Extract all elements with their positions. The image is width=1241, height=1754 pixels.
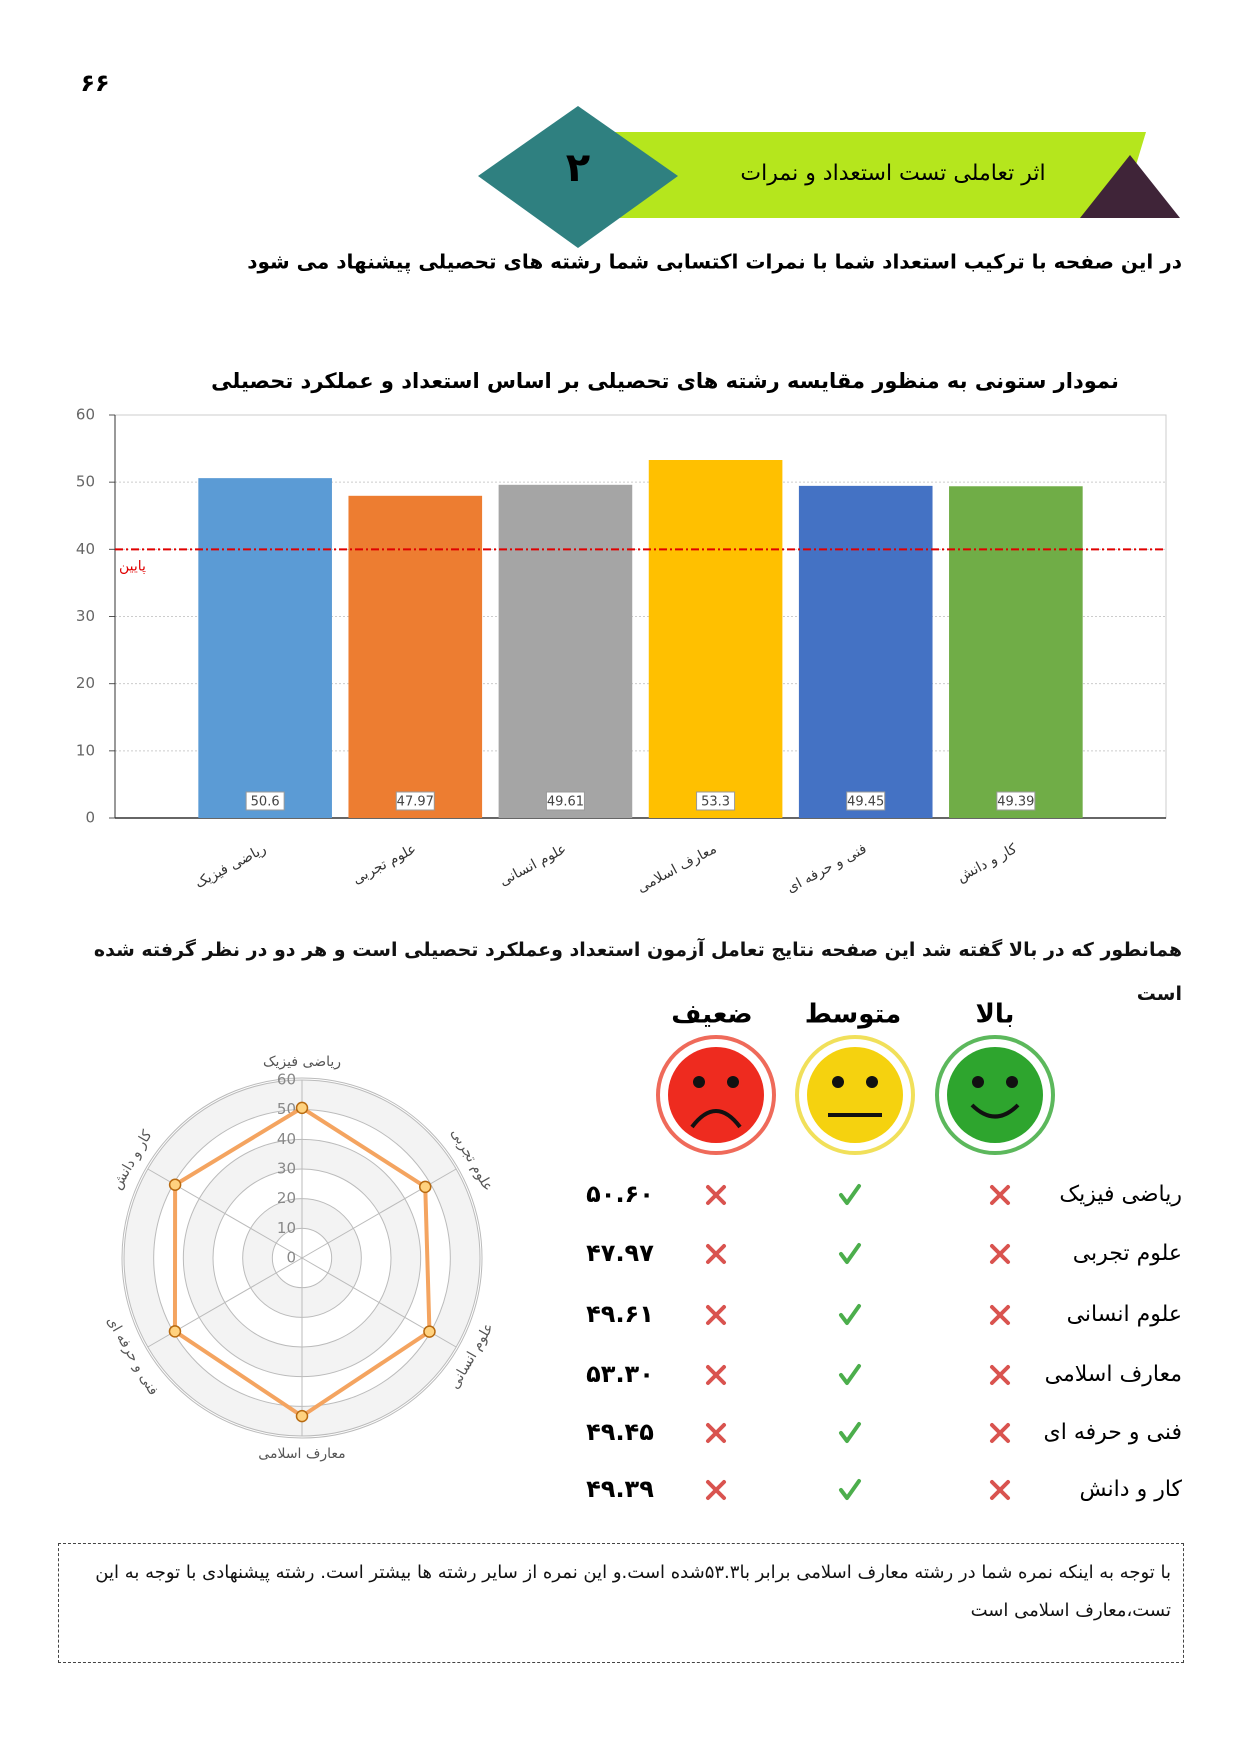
table-header: بالا <box>976 1000 1015 1030</box>
cross-icon <box>990 1305 1010 1325</box>
chart-title: نمودار ستونی به منظور مقایسه رشته های تح… <box>211 369 1119 393</box>
row-subject: معارف اسلامی <box>1045 1362 1182 1387</box>
bar <box>798 485 933 818</box>
banner-diamond <box>478 106 678 248</box>
value-label-box <box>846 791 886 811</box>
r-tick-label: 20 <box>277 1189 296 1207</box>
radar-point <box>295 1101 309 1115</box>
value-label-box <box>395 791 435 811</box>
bar <box>498 484 633 818</box>
value-label: 49.45 <box>847 795 884 810</box>
radar-point <box>418 1180 432 1194</box>
radar-category: ریاضی فیزیک <box>263 1054 341 1070</box>
value-label-box <box>545 791 585 811</box>
r-tick-label: 40 <box>277 1130 296 1148</box>
value-label-box <box>996 791 1036 811</box>
cross-icon <box>706 1244 726 1264</box>
page-number: ۶۶ <box>80 69 109 97</box>
radar-point <box>423 1325 436 1338</box>
y-tick-label: 30 <box>76 607 95 625</box>
bar <box>949 486 1083 818</box>
r-tick-label: 0 <box>286 1249 296 1267</box>
x-tick-label: ریاضی فیزیک <box>193 841 269 892</box>
radar-point <box>168 1325 182 1338</box>
table-header: ضعیف <box>671 1000 752 1030</box>
section-number: ۲ <box>566 145 590 191</box>
cross-icon <box>990 1244 1010 1264</box>
row-subject: علوم انسانی <box>1067 1302 1182 1327</box>
reference-label: پایین <box>119 558 146 574</box>
y-tick-label: 20 <box>76 674 95 692</box>
row-score: ۴۹.۴۵ <box>586 1418 654 1446</box>
r-tick-label: 10 <box>277 1219 296 1237</box>
row-score: ۵۰.۶۰ <box>586 1180 654 1208</box>
cross-icon <box>706 1185 726 1205</box>
r-tick-label: 60 <box>277 1071 296 1089</box>
table-header: متوسط <box>805 1000 901 1030</box>
radar-category: معارف اسلامی <box>258 1446 345 1462</box>
banner-corner <box>1080 155 1180 218</box>
value-label: 47.97 <box>397 795 434 810</box>
y-tick-label: 0 <box>85 809 95 827</box>
x-tick-label: فنی و حرفه ای <box>784 841 869 896</box>
x-tick-label: کار و دانش <box>955 841 1020 886</box>
cross-icon <box>706 1365 726 1385</box>
cross-icon <box>990 1365 1010 1385</box>
y-tick-label: 10 <box>76 741 95 759</box>
x-tick-label: معارف اسلامی <box>635 841 720 896</box>
cross-icon <box>706 1305 726 1325</box>
row-subject: ریاضی فیزیک <box>1059 1182 1182 1207</box>
check-icon <box>839 1422 861 1443</box>
value-label-box <box>696 791 736 811</box>
cross-icon <box>990 1185 1010 1205</box>
y-tick-label: 40 <box>76 540 95 558</box>
x-tick-label: علوم انسانی <box>497 841 569 890</box>
bar <box>348 495 483 818</box>
x-tick-label: علوم تجربی <box>350 841 419 888</box>
description: همانطور که در بالا گفته شد این صفحه نتای… <box>93 939 1182 1005</box>
cross-icon <box>990 1423 1010 1443</box>
value-label-box <box>245 791 285 811</box>
row-score: ۵۳.۳۰ <box>586 1360 654 1388</box>
face-high <box>935 1035 1055 1155</box>
face-medium <box>795 1035 915 1155</box>
y-tick-label: 60 <box>76 406 95 424</box>
r-tick-label: 30 <box>277 1160 296 1178</box>
cross-icon <box>706 1480 726 1500</box>
value-label: 49.39 <box>997 795 1034 810</box>
row-score: ۴۷.۹۷ <box>586 1239 654 1267</box>
row-score: ۴۹.۳۹ <box>586 1475 654 1503</box>
value-label: 53.3 <box>701 795 730 810</box>
check-icon <box>839 1364 861 1385</box>
face-low <box>656 1035 776 1155</box>
check-icon <box>839 1243 861 1264</box>
row-score: ۴۹.۶۱ <box>586 1300 654 1328</box>
radar-point <box>168 1178 182 1191</box>
intro: در این صفحه با ترکیب استعداد شما با نمرا… <box>247 250 1182 275</box>
cross-icon <box>990 1480 1010 1500</box>
check-icon <box>839 1479 861 1500</box>
row-subject: فنی و حرفه ای <box>1044 1420 1182 1445</box>
value-label: 49.61 <box>547 795 584 810</box>
cross-icon <box>706 1423 726 1443</box>
value-label: 50.6 <box>251 795 280 810</box>
banner <box>610 132 1146 218</box>
row-subject: کار و دانش <box>1080 1477 1183 1502</box>
row-subject: علوم تجربی <box>1073 1241 1182 1266</box>
section-title: اثر تعاملی تست استعداد و نمرات <box>740 161 1045 186</box>
y-tick-label: 50 <box>76 473 95 491</box>
bar <box>648 460 783 818</box>
check-icon <box>839 1184 861 1205</box>
check-icon <box>839 1304 861 1325</box>
conclusion: با توجه به اینکه نمره شما در رشته معارف … <box>58 1543 1184 1663</box>
radar-point <box>295 1409 309 1423</box>
bar <box>198 478 332 818</box>
